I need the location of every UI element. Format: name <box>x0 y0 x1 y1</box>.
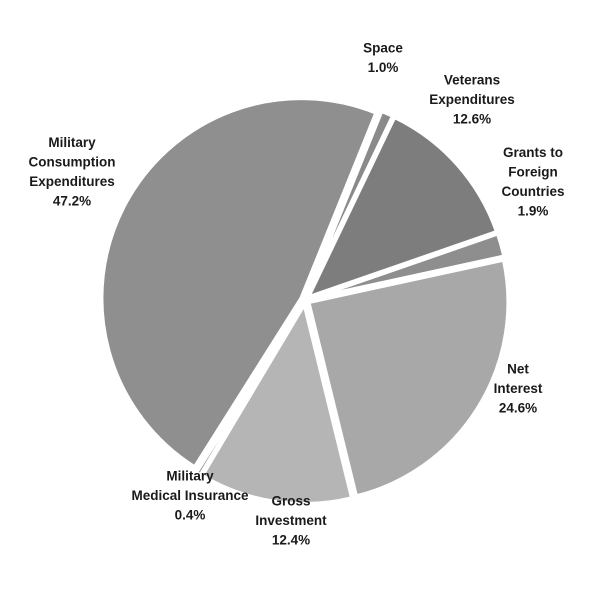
pie-slice-veterans-expenditures <box>305 114 499 300</box>
slice-label-line: 12.6% <box>453 112 491 127</box>
slice-label-line: Net <box>507 362 529 377</box>
slice-label-line: 1.9% <box>518 203 549 218</box>
slice-label-line: 1.0% <box>368 60 399 75</box>
slice-label-line: 0.4% <box>175 508 206 523</box>
pie-slice-grants-to-foreign-countries <box>306 231 507 301</box>
slice-label-line: Military <box>166 469 214 484</box>
slice-label-military-consumption-expenditures: Military Consumption Expenditures 47.2% <box>29 135 116 209</box>
slice-label-line: Consumption <box>29 154 116 169</box>
slice-label-line: Expenditures <box>429 92 515 107</box>
slice-label-line: Interest <box>494 381 543 396</box>
slice-label-net-interest: Net Interest 24.6% <box>494 362 543 416</box>
slice-label-line: Military <box>48 135 96 150</box>
slice-label-line: Medical Insurance <box>131 488 249 503</box>
slice-label-line: 12.4% <box>272 533 310 548</box>
pie-slice-military-medical-insurance <box>194 301 305 478</box>
slice-label-line: Grants to <box>503 145 563 160</box>
slice-label-grants-to-foreign-countries: Grants to Foreign Countries 1.9% <box>501 145 564 219</box>
pie-slice-military-consumption-expenditures <box>99 96 379 470</box>
slice-label-line: Investment <box>255 513 327 528</box>
slice-label-line: Foreign <box>508 164 558 179</box>
pie-labels: Space 1.0% Veterans Expenditures 12.6% Grants… <box>29 40 565 547</box>
slice-label-gross-investment: Gross Investment 12.4% <box>255 494 327 548</box>
slice-label-line: 47.2% <box>53 193 91 208</box>
pie-slice-gross-investment <box>199 301 355 506</box>
slice-label-veterans-expenditures: Veterans Expenditures 12.6% <box>429 73 515 127</box>
pie-slice-net-interest <box>306 257 511 499</box>
slice-label-line: Space <box>363 40 403 55</box>
slice-label-line: Expenditures <box>29 174 115 189</box>
slice-label-line: Countries <box>501 184 564 199</box>
slice-label-line: 24.6% <box>499 401 537 416</box>
pie-slices <box>99 96 511 506</box>
slice-label-line: Veterans <box>444 73 500 88</box>
slice-label-military-medical-insurance: Military Medical Insurance 0.4% <box>131 469 249 523</box>
slice-label-space: Space 1.0% <box>363 40 403 75</box>
slice-label-line: Gross <box>271 494 310 509</box>
